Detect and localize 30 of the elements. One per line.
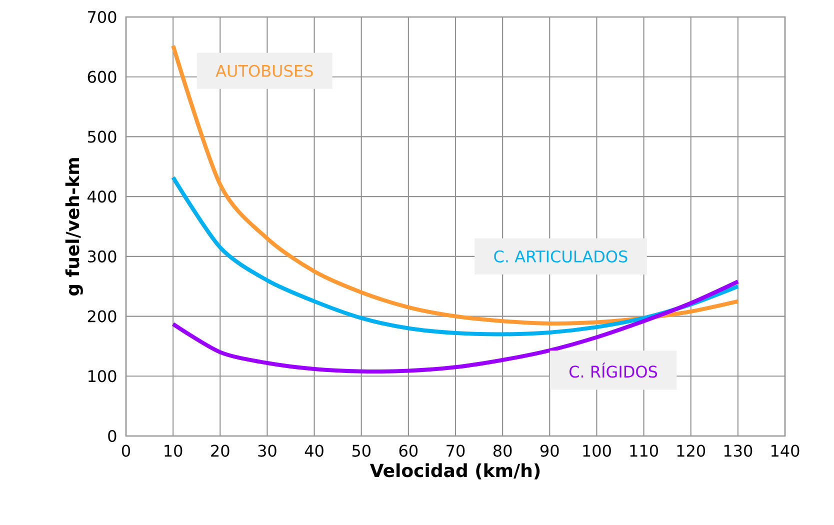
y-axis-title: g fuel/veh-km — [65, 158, 83, 296]
x-tick-label: 60 — [399, 444, 418, 457]
y-tick-label: 600 — [88, 70, 116, 83]
y-tick-label: 400 — [88, 190, 116, 203]
x-tick-label: 80 — [493, 444, 512, 457]
series-label: AUTOBUSES — [216, 64, 313, 77]
x-tick-label: 110 — [630, 444, 658, 457]
y-tick-label: 300 — [88, 250, 116, 262]
x-tick-label: 140 — [771, 444, 800, 457]
x-tick-label: 20 — [211, 444, 230, 457]
x-tick-label: 40 — [304, 444, 324, 457]
y-tick-label: 500 — [88, 130, 116, 143]
y-tick-label: 0 — [108, 430, 116, 442]
x-tick-label: 70 — [446, 444, 465, 457]
x-tick-label: 100 — [583, 444, 611, 457]
series-label: C. RÍGIDOS — [569, 362, 658, 378]
line-series — [171, 44, 740, 326]
x-tick-label: 30 — [258, 444, 276, 457]
line-series — [171, 175, 740, 336]
x-tick-label: 50 — [352, 444, 370, 457]
text: C. ARTICULADOS — [494, 250, 628, 262]
x-tick-label: 10 — [164, 444, 182, 457]
x-tick-label: 120 — [677, 444, 706, 457]
x-tick-label: 0 — [122, 444, 130, 457]
y-tick-label: 700 — [88, 10, 116, 24]
y-tick-label: 200 — [88, 310, 116, 322]
x-axis-title: Velocidad (km/h) — [370, 463, 540, 480]
x-tick-label: 90 — [540, 444, 559, 457]
x-tick-label: 130 — [724, 444, 752, 457]
y-tick-label: 100 — [88, 370, 116, 382]
